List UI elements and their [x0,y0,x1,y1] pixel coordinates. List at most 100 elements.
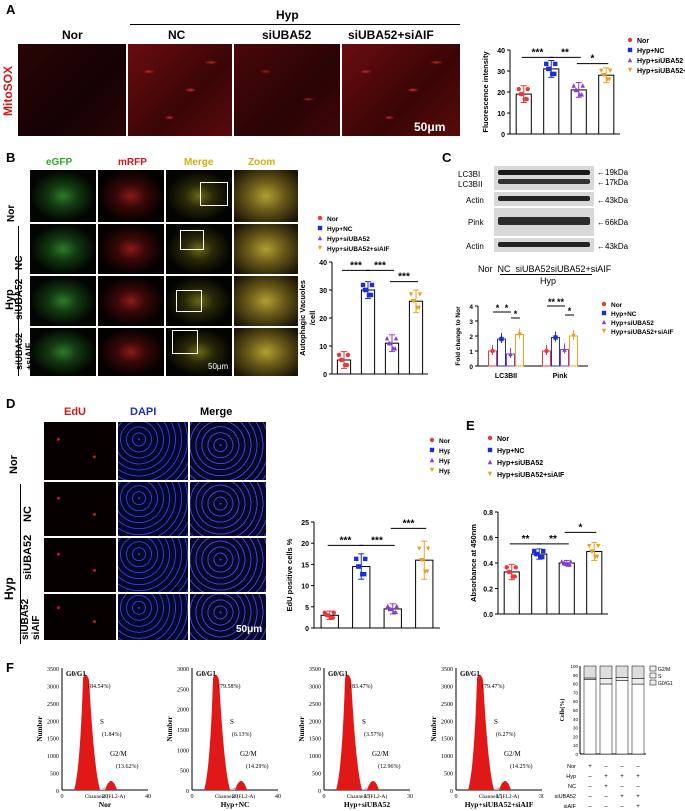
sig-mark-1: ** [549,534,557,545]
data-point-2 [559,559,564,564]
legend-marker-0 [627,37,633,43]
data-point-1 [552,71,557,77]
col-merge-d: Merge [200,406,233,418]
data-point-2 [386,341,392,346]
hist-y-tick: 3000 [177,667,189,673]
g0g1-label: G0/G1 [66,670,86,678]
panel-label-d: D [6,396,16,411]
hist-x-label: Channels (FL2-A) [85,793,126,800]
y-axis-label: /cell [308,311,317,326]
data-point-3 [425,569,430,574]
data-point-0 [512,574,517,579]
data-point-3 [417,546,422,551]
b-img-16 [234,328,298,376]
g2m-label: G2/M [504,750,522,758]
bar-2 [558,562,575,615]
legend-label-1: Hyp+NC [327,226,353,233]
hyp-label-b: Hyp [4,289,16,310]
col-egfp: eGFP [46,157,73,168]
y-axis-label: Fold change to Nor [455,306,462,366]
stack-y-tick: 60 [573,699,579,704]
data-point-3 [417,292,423,297]
g0g1-pct: (83.47%) [350,683,373,690]
hist-y-tick: 3500 [47,667,59,673]
data-point-2 [579,92,584,97]
x-cat-label: LC3BII [495,373,517,380]
b-img-10 [98,276,164,326]
data-point-1 [540,554,545,560]
hist-y-tick: 3000 [309,684,321,690]
legend-marker-3 [317,245,323,251]
row-nc-d: NC [22,506,34,522]
stack-seg-1-2 [615,677,629,681]
g0g1-peak [336,674,363,790]
stack-seg-2-0 [583,665,597,679]
sig-mark-1: *** [371,535,383,546]
panel-label-c: C [442,150,452,165]
cond-row-label: siUBA52 [555,794,576,800]
data-point-1 [356,564,361,569]
hist-y-tick: 0 [186,789,189,795]
b-img-2 [98,170,164,222]
hist-y-tick: 2500 [177,687,189,693]
cond-row-label: Hyp [566,774,576,780]
y-tick-label: 30 [497,69,505,76]
g0g1-label: G0/G1 [328,670,348,678]
data-point-3 [410,299,416,304]
lane-bracket [500,274,592,275]
g2m-peak [105,781,118,790]
blot-lc3b-band [494,166,594,190]
g2m-pct: (14.25%) [510,763,533,770]
bar-1-3 [569,335,578,367]
hist-y-tick: 3000 [47,684,59,690]
mitosox-image-nor [18,44,126,136]
data-point [517,332,522,337]
data-point-1 [553,61,558,67]
y-tick-label: 10 [301,584,309,591]
hist-x-label: Channels (FL2-A) [215,793,256,800]
blot-actin-2: Actin [466,242,484,251]
s-pct: (6.13%) [232,731,252,738]
b-img-8 [234,224,298,274]
kda-43-2: ←43kDa [597,242,629,251]
y-axis-label: Absorbance at 450nm [469,524,478,602]
stack-seg-2-1 [599,665,613,679]
legend-marker-3 [601,328,607,334]
d-img-4 [44,482,116,536]
hist-title: Hyp+siUBA52+siAIF [465,800,534,809]
d-img-10 [44,594,116,640]
hist-x-label: Channels (FL2-A) [347,793,388,800]
row-nor-d: Nor [8,455,20,474]
zoom-box-1 [200,182,228,206]
col-mrfp: mRFP [118,157,147,168]
blot-lc3bii: LC3BII [458,180,483,189]
data-point-1 [532,548,537,554]
cond-row-val: – [636,784,640,790]
b-img-5 [30,224,96,274]
cond-row-val: + [604,774,608,780]
g2m-peak [499,781,512,790]
data-point-1 [362,571,367,577]
sig-mark-0: *** [340,535,352,546]
hist-y-label: Number [166,717,174,742]
b-img-9 [30,276,96,326]
g2m-label: G2/M [110,750,128,758]
s-phase-area [362,787,368,790]
stack-seg-1-3 [631,678,645,685]
legend-marker-1 [601,310,607,316]
data-point [571,333,576,339]
d-img-5 [118,482,188,536]
data-point-2 [568,559,573,564]
y-tick-label: 0 [305,626,309,633]
data-point-2 [561,560,566,566]
cond-row-val: – [636,764,640,770]
cond-row-val: – [620,784,624,790]
y-tick-label: 0 [501,132,505,139]
stack-y-tick: 40 [573,717,579,722]
data-point-2 [385,603,390,609]
stack-legend-swatch [649,679,657,686]
hist-title: Nor [99,800,112,809]
b-img-3 [166,170,232,222]
hist-y-tick: 0 [450,789,453,795]
